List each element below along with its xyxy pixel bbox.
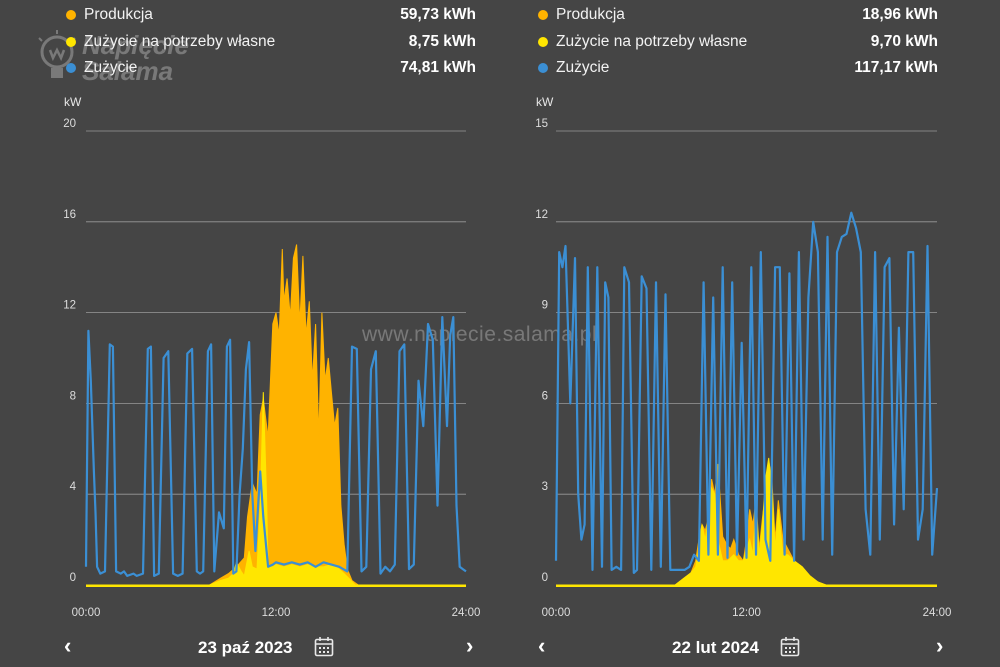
x-tick-label: 24:00 (452, 607, 481, 619)
legend-dot (538, 63, 548, 73)
legend-label: Zużycie na potrzeby własne (556, 32, 748, 50)
y-tick-label: 8 (70, 390, 76, 402)
y-tick-label: 12 (63, 300, 76, 312)
legend-dot (66, 63, 76, 73)
chevron-left-icon[interactable]: ‹ (538, 633, 546, 658)
y-tick-label: 4 (70, 481, 77, 493)
legend-label: Zużycie (84, 59, 138, 76)
legend-label: Produkcja (556, 6, 625, 23)
calendar-icon[interactable] (780, 636, 800, 658)
legend-value: 59,73 kWh (400, 6, 476, 23)
series-line-consumption (84, 316, 467, 577)
x-tick-label: 00:00 (542, 607, 571, 619)
y-tick-label: 15 (535, 118, 548, 130)
legend-label: Zużycie na potrzeby własne (84, 32, 276, 50)
legend-dot (538, 36, 548, 47)
legend-value: 8,75 kWh (408, 32, 476, 50)
date-navigation-left: ‹ 23 paź 2023 › (0, 630, 500, 667)
calendar-icon[interactable] (314, 636, 334, 658)
y-tick-label: 0 (542, 572, 548, 584)
legend-value: 9,70 kWh (870, 32, 938, 50)
legend-item-self-consumption[interactable]: Zużycie na potrzeby własne 9,70 kWh (534, 31, 954, 58)
x-tick-label: 24:00 (923, 607, 952, 619)
legend-label: Zużycie (556, 59, 610, 76)
series-area-production (86, 244, 466, 586)
legend-item-consumption[interactable]: Zużycie 117,17 kWh (534, 57, 954, 84)
legend-dot (538, 10, 548, 20)
y-tick-label: 12 (535, 209, 548, 221)
legend-left: Produkcja 59,73 kWh Zużycie na potrzeby … (62, 4, 482, 84)
legend-label: Produkcja (84, 6, 153, 23)
legend-value: 117,17 kWh (854, 59, 938, 76)
panel-left: 0 4 8 12 16 20 kW 00:00 12:00 24:00 Produkcja 59,… (0, 4, 500, 667)
series-line-consumption (554, 211, 939, 574)
legend-right: Produkcja 18,96 kWh Zużycie na potrzeby … (534, 4, 954, 84)
y-tick-label: 0 (70, 572, 76, 584)
x-tick-label: 12:00 (732, 607, 761, 619)
chart-left: 0 4 8 12 16 20 kW 00:00 12:00 24:00 (63, 95, 481, 619)
chart-right: 0 3 6 9 12 15 kW 00:00 12:00 24:00 (535, 95, 952, 619)
y-tick-label: 9 (542, 300, 548, 312)
chevron-left-icon[interactable]: ‹ (64, 633, 72, 658)
y-tick-label: 6 (542, 390, 548, 402)
grid: 0 4 8 12 16 20 (63, 118, 466, 584)
legend-item-consumption[interactable]: Zużycie 74,81 kWh (62, 57, 482, 84)
y-tick-label: 3 (542, 481, 548, 493)
x-tick-label: 00:00 (72, 607, 101, 619)
legend-item-production[interactable]: Produkcja 18,96 kWh (534, 4, 954, 31)
y-axis-label: kW (64, 95, 82, 109)
x-tick-label: 12:00 (262, 607, 291, 619)
legend-item-self-consumption[interactable]: Zużycie na potrzeby własne 8,75 kWh (62, 31, 482, 58)
y-tick-label: 16 (63, 209, 76, 221)
date-label[interactable]: 22 lut 2024 (672, 638, 759, 657)
y-tick-label: 20 (63, 118, 76, 130)
panel-right: 0 3 6 9 12 15 kW 00:00 12:00 24:00 Produkcja 18,9… (500, 0, 1000, 667)
y-axis-label: kW (536, 95, 554, 109)
legend-value: 18,96 kWh (862, 6, 938, 23)
date-label[interactable]: 23 paź 2023 (198, 638, 293, 657)
legend-dot (66, 10, 76, 20)
legend-value: 74,81 kWh (400, 59, 476, 76)
chevron-right-icon[interactable]: › (466, 633, 474, 658)
legend-item-production[interactable]: Produkcja 59,73 kWh (62, 4, 482, 31)
chevron-right-icon[interactable]: › (936, 633, 944, 658)
grid: 0 3 6 9 12 15 (535, 118, 937, 584)
legend-dot (66, 36, 76, 47)
date-navigation-right: ‹ 22 lut 2024 › (500, 630, 1000, 667)
